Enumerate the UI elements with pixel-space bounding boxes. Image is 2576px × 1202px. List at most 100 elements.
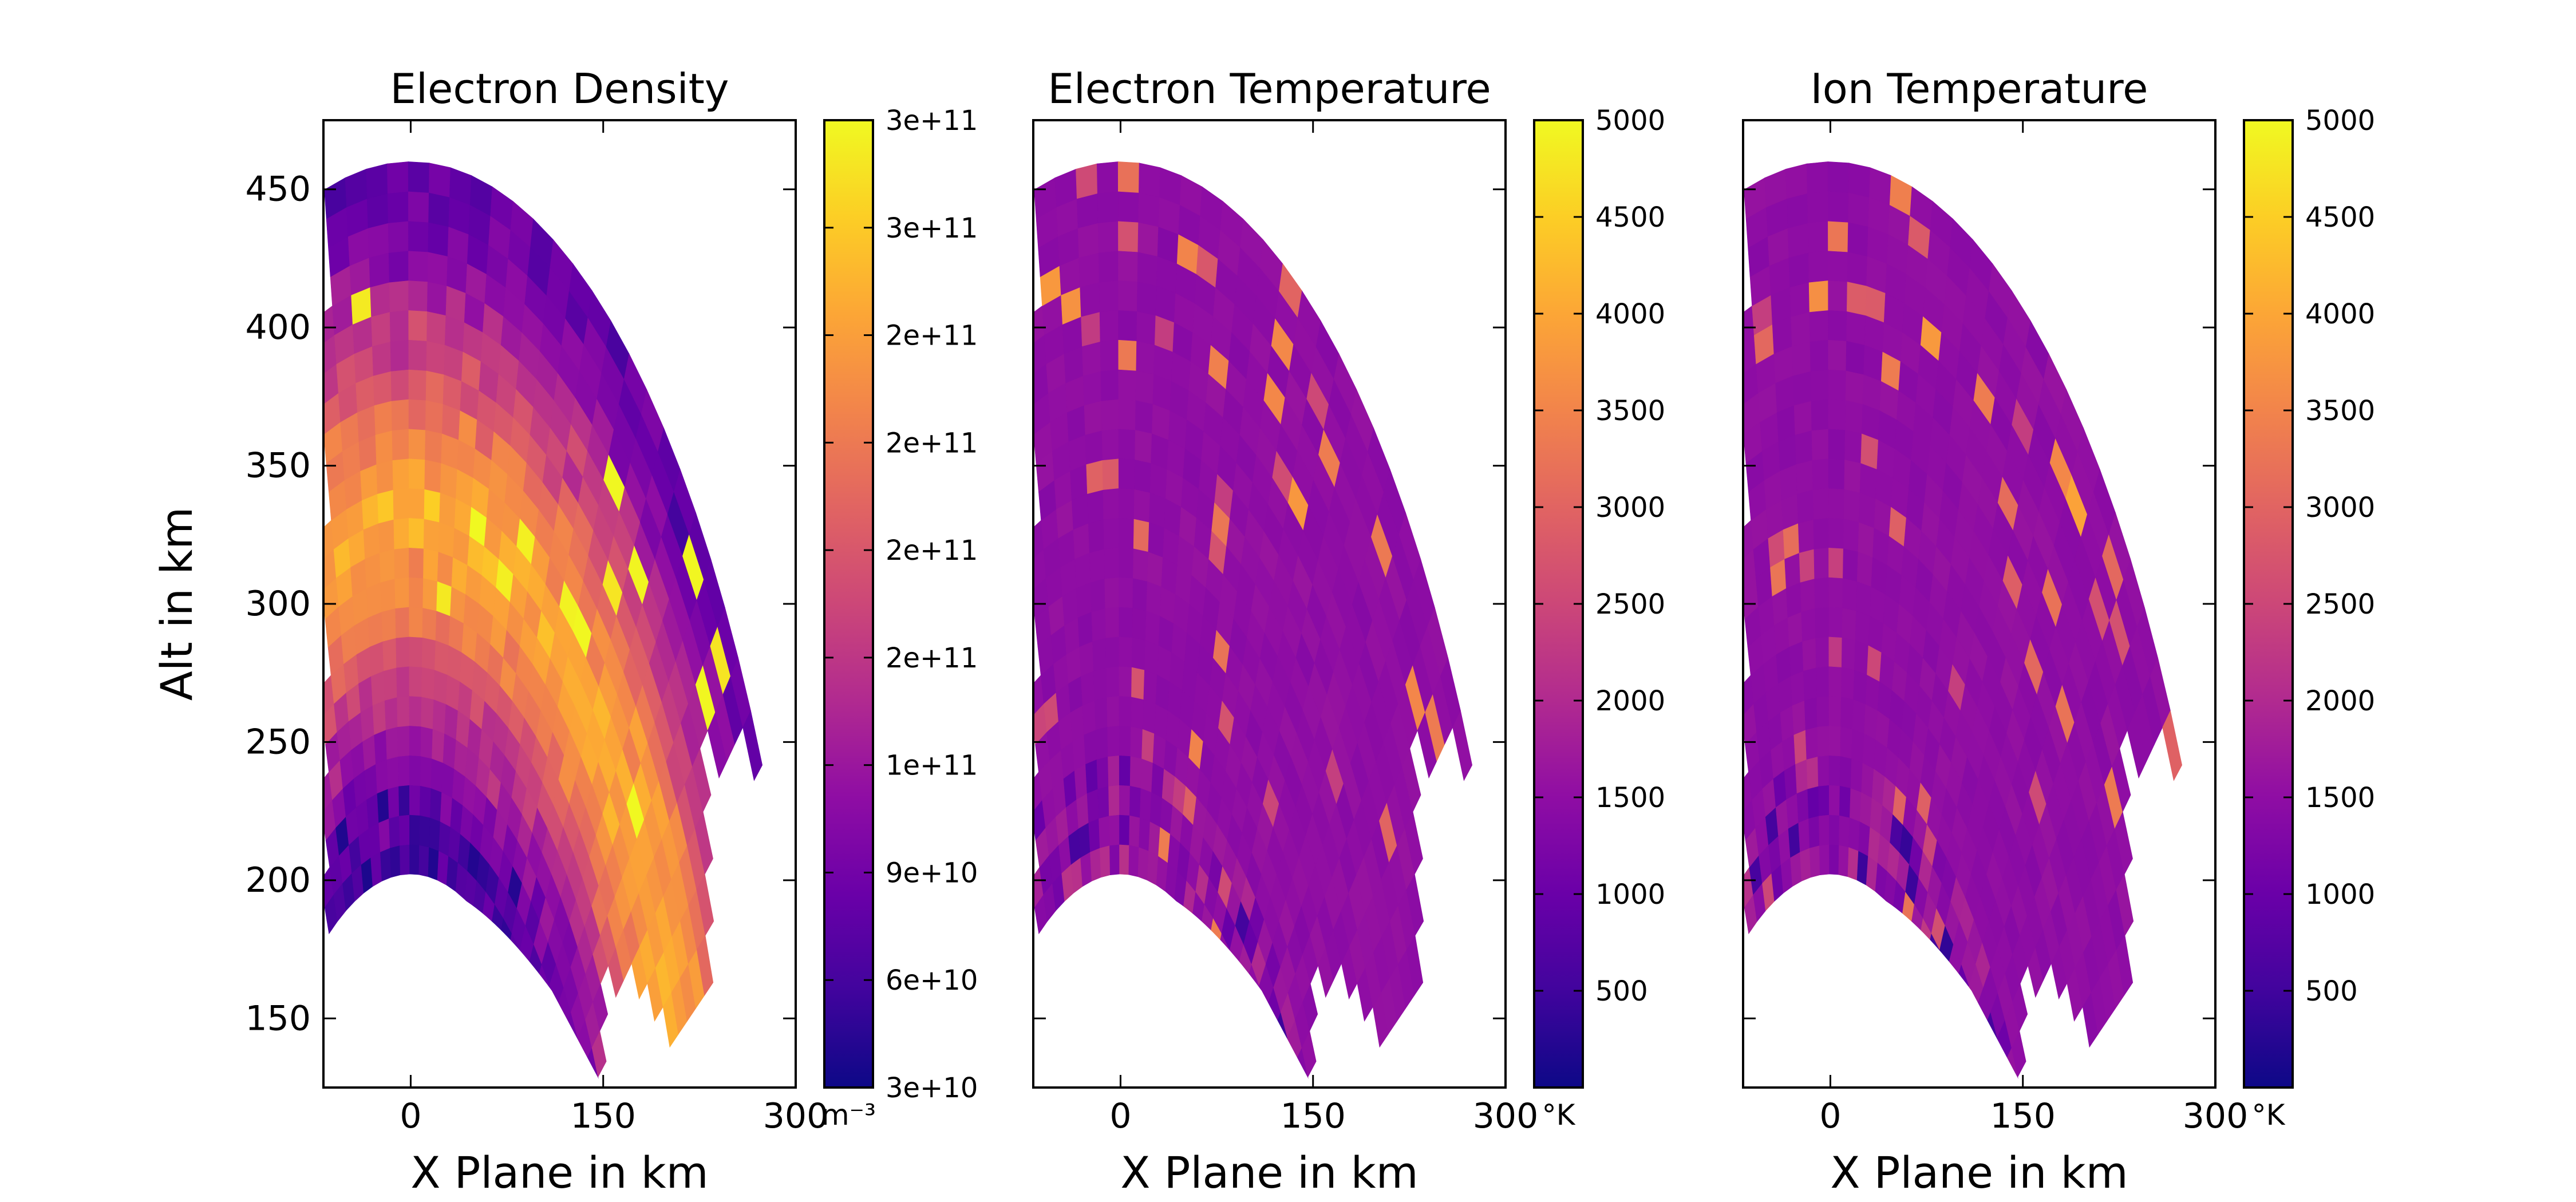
heatmap-cell <box>1085 430 1103 465</box>
heatmap-cell <box>1102 458 1119 490</box>
heatmap-cell <box>1808 815 1820 848</box>
heatmap-cell <box>377 788 389 823</box>
heatmap-cell <box>1859 462 1878 499</box>
heatmap-cell <box>1118 399 1136 430</box>
heatmap-cell <box>429 163 451 197</box>
heatmap-cell <box>1118 488 1135 519</box>
heatmap-cell <box>1119 755 1131 786</box>
heatmap-cell <box>696 873 714 936</box>
heatmap-cell <box>1140 758 1153 793</box>
heatmap-cell <box>1134 459 1152 493</box>
heatmap-cell <box>397 695 410 727</box>
heatmap-cell <box>1133 489 1151 523</box>
heatmap-cell <box>384 667 397 701</box>
heatmap-cell <box>425 370 444 405</box>
heatmap-cell <box>437 551 453 587</box>
heatmap-cell <box>392 428 409 461</box>
x-tick-label: 300 <box>763 1096 829 1136</box>
x-tick-label: 0 <box>400 1096 421 1136</box>
heatmap-cell <box>422 607 437 641</box>
heatmap-cell <box>1788 252 1809 288</box>
heatmap-cell <box>591 1030 607 1078</box>
heatmap-cell <box>1858 521 1875 557</box>
heatmap-cell <box>692 748 712 813</box>
panel-2: 0 150 300 Electron Temperature X Plane in km… <box>1032 65 1665 1198</box>
heatmap-cell <box>1082 700 1096 735</box>
heatmap-cell <box>742 710 763 781</box>
heatmap-cell <box>2116 873 2134 936</box>
heatmap-cell <box>408 220 429 252</box>
heatmap-cell <box>393 517 409 549</box>
heatmap-cell <box>1081 311 1101 347</box>
heatmap-cell <box>1090 578 1106 612</box>
heatmap-cell <box>428 222 449 256</box>
colorbar-tick-label: 4000 <box>2305 298 2375 330</box>
heatmap-cell <box>1077 611 1093 647</box>
colorbar-tick-label: 4500 <box>1595 201 1665 234</box>
heatmap-cell <box>1854 640 1869 675</box>
heatmap-cell <box>418 844 429 877</box>
heatmap-cell <box>1091 608 1107 642</box>
heatmap-cell <box>1840 726 1853 759</box>
heatmap-cell <box>386 161 409 194</box>
heatmap-cell <box>408 161 430 193</box>
heatmap-cell <box>2116 935 2134 996</box>
heatmap-cell <box>1804 697 1818 730</box>
heatmap-cell <box>1097 191 1119 223</box>
heatmap-cell <box>1841 637 1856 670</box>
heatmap-cell <box>1828 577 1843 608</box>
heatmap-cell <box>408 488 425 519</box>
heatmap-cell <box>1118 280 1138 312</box>
heatmap-cell <box>366 163 388 199</box>
heatmap-cell <box>409 755 421 786</box>
heatmap-cell <box>1806 756 1819 789</box>
heatmap-cell <box>400 844 410 876</box>
heatmap-cell <box>408 339 427 371</box>
heatmap-cell <box>1080 851 1092 887</box>
colorbar-tick-label: 2000 <box>1595 685 1665 717</box>
colorbar-tick-label: 3500 <box>2305 395 2375 427</box>
colorbar-tick-label: 3000 <box>2305 492 2375 524</box>
heatmap-cell <box>1839 785 1851 818</box>
heatmap-cell <box>1819 814 1830 846</box>
heatmap-cell <box>1807 220 1828 253</box>
heatmap-cell <box>408 310 428 341</box>
heatmap-cell <box>1859 792 1872 828</box>
x-axis-label: X Plane in km <box>1830 1147 2128 1198</box>
heatmap-cell <box>378 519 395 553</box>
heatmap-cell <box>409 636 423 667</box>
heatmap-cell <box>1099 280 1119 313</box>
heatmap-cell <box>1088 818 1100 852</box>
heatmap-cell <box>421 696 434 729</box>
heatmap-cell <box>1117 161 1140 193</box>
heatmap-cell <box>419 785 432 818</box>
heatmap-cell <box>1795 430 1813 465</box>
heatmap-cell <box>1118 310 1137 341</box>
heatmap-cell <box>1129 756 1142 789</box>
heatmap-cell <box>1828 339 1847 371</box>
heatmap-cell <box>1086 788 1099 823</box>
heatmap-cell <box>378 818 390 852</box>
heatmap-cell <box>1795 759 1808 794</box>
heatmap-cell <box>376 460 394 494</box>
heatmap-cell <box>380 578 396 612</box>
heatmap-cell <box>1850 758 1863 793</box>
heatmap-cell <box>1807 191 1828 223</box>
heatmap-cell <box>1818 785 1830 816</box>
heatmap-cell <box>1301 1030 1317 1078</box>
heatmap-cell <box>1788 822 1800 858</box>
panel-title: Electron Density <box>390 65 729 113</box>
y-tick-label: 200 <box>245 860 311 900</box>
heatmap-cell <box>1827 161 1850 193</box>
heatmap-cell <box>1819 844 1830 876</box>
heatmap-cell <box>1797 489 1814 524</box>
heatmap-cell <box>1118 220 1139 252</box>
x-axis-label: X Plane in km <box>1120 1147 1418 1198</box>
heatmap-cell <box>1135 370 1154 405</box>
heatmap-cell <box>1145 610 1160 646</box>
heatmap-cell <box>1844 429 1862 464</box>
heatmap-cell <box>1119 636 1133 667</box>
heatmap-cell <box>1097 786 1109 819</box>
heatmap-cell <box>1828 280 1848 312</box>
heatmap-cell <box>1084 400 1103 435</box>
